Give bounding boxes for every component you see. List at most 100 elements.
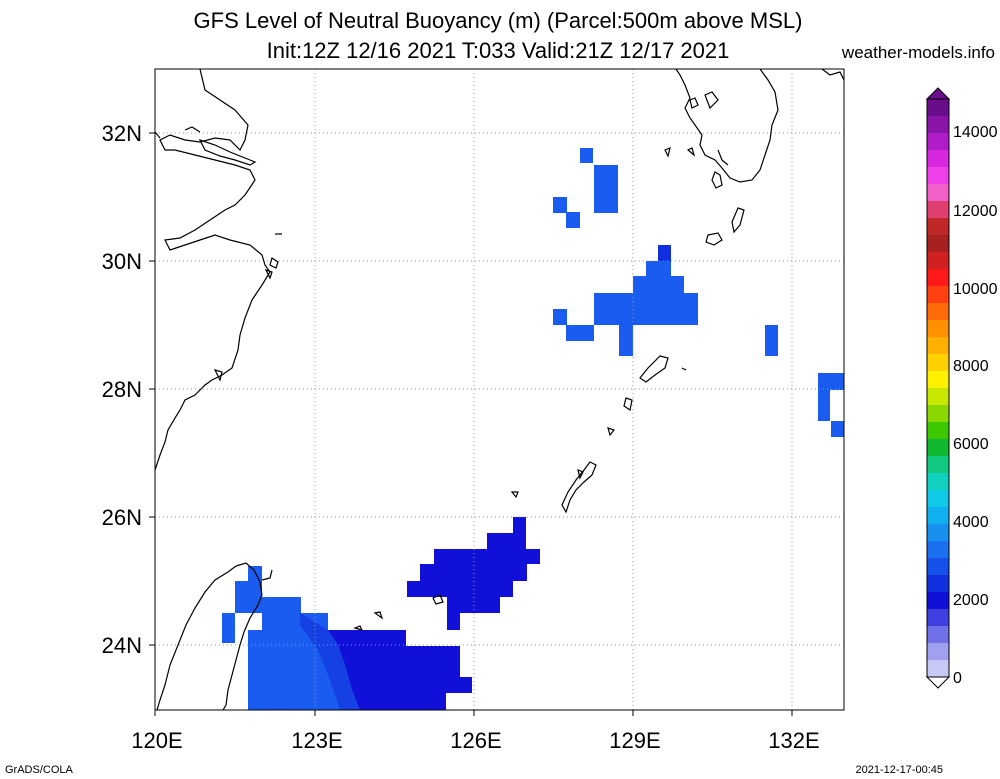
china-coastline [155,69,271,471]
island [705,232,723,246]
lnb-cell [420,564,527,581]
coast-detail [717,149,729,166]
chart-subtitle: Init:12Z 12/16 2021 T:033 Valid:21Z 12/1… [266,38,730,63]
colorbar-label: 12000 [953,203,998,220]
colorbar-segment [927,558,949,576]
lnb-cell [580,148,593,163]
lat-tick-label: 28N [102,377,142,402]
colorbar-segment [927,116,949,134]
site-label: weather-models.info [841,43,995,62]
colorbar-segment [927,303,949,321]
lnb-cell [553,197,567,213]
axis-ticks [149,132,793,716]
lnb-cell [646,261,671,277]
island [264,268,273,280]
island [821,69,844,81]
colorbar-segment [927,388,949,406]
colorbar-segment [927,354,949,372]
island [607,427,616,437]
lon-tick-label: 129E [609,728,660,753]
lnb-core [328,630,472,710]
kyushu-coastline [675,69,779,183]
lat-tick-label: 26N [102,505,142,530]
lat-tick-label: 30N [102,249,142,274]
island [681,367,687,371]
lnb-cell [818,373,844,390]
colorbar-segment [927,626,949,644]
colorbar-segment [927,643,949,661]
colorbar-segment [927,541,949,559]
chart-title: GFS Level of Neutral Buoyancy (m) (Parce… [193,8,803,33]
colorbar-segment [927,235,949,253]
axis-labels: 120E 123E 126E 129E 132E 32N 30N 28N 26N… [102,121,820,753]
colorbar-label: 10000 [953,281,998,298]
colorbar-label: 0 [953,670,962,687]
lnb-cell [594,165,618,213]
colorbar-segment [927,609,949,627]
colorbar-label: 8000 [953,358,989,375]
island [731,207,745,234]
okinawa [561,461,597,514]
taiwan-coastline [156,562,263,710]
colorbar-bottom-arrow [925,676,951,689]
grid-lines [155,69,844,710]
lnb-cell [566,212,580,228]
lat-tick-label: 24N [102,633,142,658]
lnb-cell [407,581,513,597]
lnb-cell [235,581,262,597]
lon-tick-label: 132E [768,728,819,753]
lon-tick-label: 126E [450,728,501,753]
footer-timestamp: 2021-12-17-00:45 [855,764,943,776]
colorbar-segment [927,524,949,542]
lnb-cell [633,276,684,293]
colorbar-segment [927,507,949,525]
island [577,469,584,480]
island [689,97,699,109]
lnb-cell [447,613,460,630]
lnb-cell [765,325,778,356]
lnb-cell [248,566,262,581]
colorbar-label: 2000 [953,592,989,609]
lnb-cell [658,245,671,261]
lnb-cell [594,293,698,310]
island [373,611,384,620]
lnb-cell [222,613,235,643]
lnb-cell [487,533,526,549]
colorbar-segment [927,150,949,168]
colorbar-segment [927,286,949,304]
island [432,594,444,605]
colorbar-frame [926,98,950,678]
colorbar-segment [927,422,949,440]
footer-credit: GrADS/COLA [5,764,73,776]
colorbar-segment [927,371,949,389]
lat-tick-label: 32N [102,121,142,146]
lnb-cell [434,549,540,564]
lnb-cell [594,309,698,325]
lon-tick-label: 123E [291,728,342,753]
colorbar-segment [927,201,949,219]
yangtze-estuary [198,138,257,166]
island [704,91,719,110]
colorbar-label: 6000 [953,436,989,453]
colorbar-segment [927,337,949,355]
colorbar-segment [927,473,949,491]
colorbar-segment [927,575,949,593]
lon-tick-label: 120E [131,728,182,753]
lnb-cell [235,597,301,613]
colorbar-segment [927,184,949,202]
island [269,257,279,269]
island [686,147,696,157]
colorbar-label: 4000 [953,514,989,531]
colorbar-segment [927,320,949,338]
colorbar-segment [927,439,949,457]
colorbar-segment [927,133,949,151]
colorbar-segment [927,167,949,185]
island [213,369,223,382]
island [623,397,633,411]
lnb-cell [513,517,526,534]
lnb-cell [553,309,567,325]
island [353,625,364,631]
colorbar-segment [927,405,949,423]
lnb-cell [831,421,844,437]
